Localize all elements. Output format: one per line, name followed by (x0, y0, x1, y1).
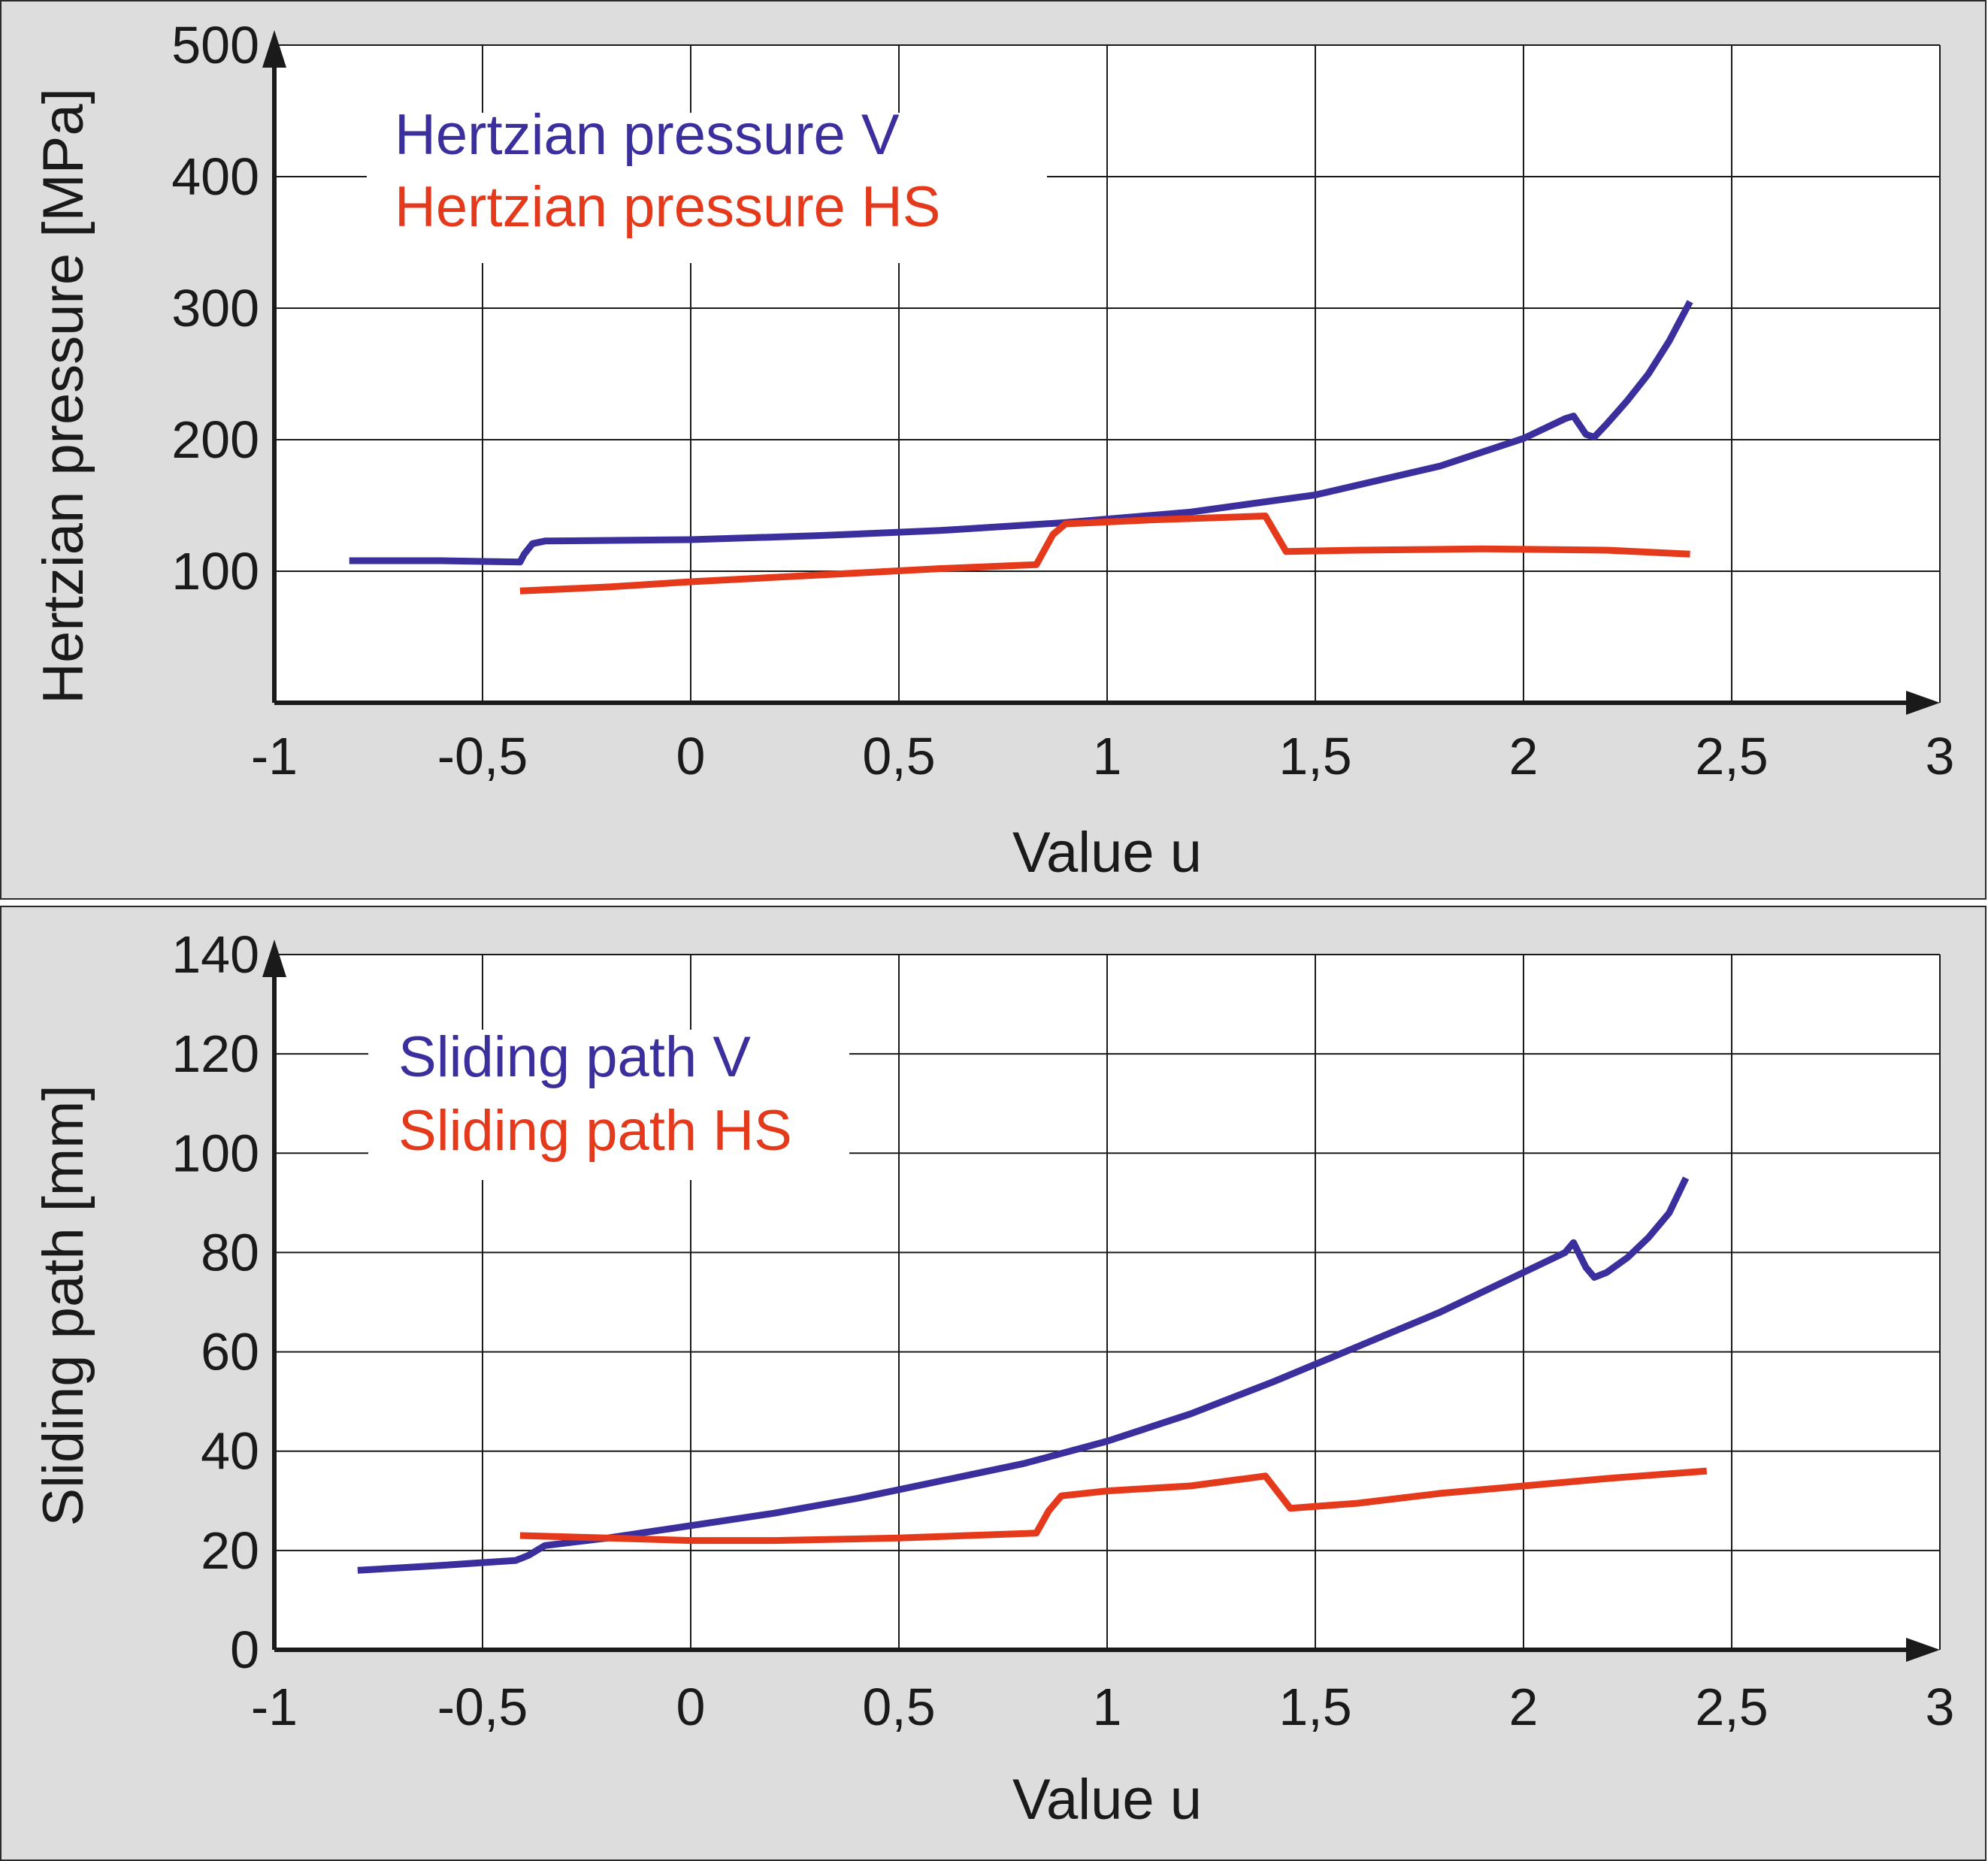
x-axis-label: Value u (1012, 821, 1202, 885)
y-axis-arrow-icon (262, 940, 286, 977)
series-line-v (357, 1176, 1690, 1574)
x-tick-label: -0,5 (437, 1678, 528, 1736)
y-tick-label: 20 (201, 1521, 259, 1580)
legend-box (368, 1030, 849, 1180)
legend-entry-hs: Hertzian pressure HS (395, 175, 941, 239)
x-tick-label: 0 (676, 727, 706, 785)
y-tick-label: 400 (171, 147, 259, 206)
x-tick-label: -1 (251, 1678, 298, 1736)
y-tick-label: 100 (171, 1124, 259, 1182)
x-tick-label: 0,5 (862, 1678, 935, 1736)
series-line-hs (519, 1467, 1708, 1545)
x-tick-label: 1,5 (1278, 1678, 1351, 1736)
x-axis-arrow-icon (1906, 691, 1940, 715)
x-tick-label: 2,5 (1695, 1678, 1768, 1736)
y-tick-label: 140 (171, 925, 259, 984)
series-line-v (349, 300, 1693, 566)
x-tick-label: 1,5 (1278, 727, 1351, 785)
y-axis-label: Hertzian pressure [MPa] (32, 88, 95, 704)
chart-1: Hertzian pressure V Hertzian pressure HS -… (32, 16, 1954, 885)
x-tick-label: 2 (1509, 1678, 1539, 1736)
x-axis-arrow-icon (1906, 1638, 1940, 1662)
x-tick-label: 1 (1093, 1678, 1122, 1736)
legend-entry-v: Sliding path V (398, 1025, 751, 1089)
x-tick-label: 0 (676, 1678, 706, 1736)
y-tick-label: 60 (201, 1323, 259, 1381)
y-tick-label: 200 (171, 410, 259, 469)
x-tick-label: -1 (251, 727, 298, 785)
x-tick-label: 3 (1926, 727, 1955, 785)
y-tick-label: 300 (171, 279, 259, 337)
x-tick-label: 0,5 (862, 727, 935, 785)
y-tick-label: 0 (230, 1620, 259, 1679)
y-tick-label: 500 (171, 16, 259, 74)
x-tick-label: 3 (1926, 1678, 1955, 1736)
chart-2: Sliding path V Sliding path HS -1 -0,5 0 0,5 1… (32, 925, 1954, 1832)
y-axis-label: Sliding path [mm] (32, 1085, 95, 1526)
legend-box (367, 113, 1047, 263)
y-tick-label: 80 (201, 1223, 259, 1282)
x-tick-label: 2 (1509, 727, 1539, 785)
legend-entry-hs: Sliding path HS (398, 1099, 792, 1163)
y-tick-label: 120 (171, 1024, 259, 1083)
legend-entry-v: Hertzian pressure V (395, 103, 900, 167)
y-tick-label: 40 (201, 1422, 259, 1481)
y-tick-label: 100 (171, 542, 259, 601)
x-tick-label: 2,5 (1695, 727, 1768, 785)
y-axis-arrow-icon (262, 30, 286, 68)
series-line-hs (519, 513, 1690, 595)
x-axis-label: Value u (1012, 1768, 1202, 1832)
x-tick-label: 1 (1093, 727, 1122, 785)
x-tick-label: -0,5 (437, 727, 528, 785)
